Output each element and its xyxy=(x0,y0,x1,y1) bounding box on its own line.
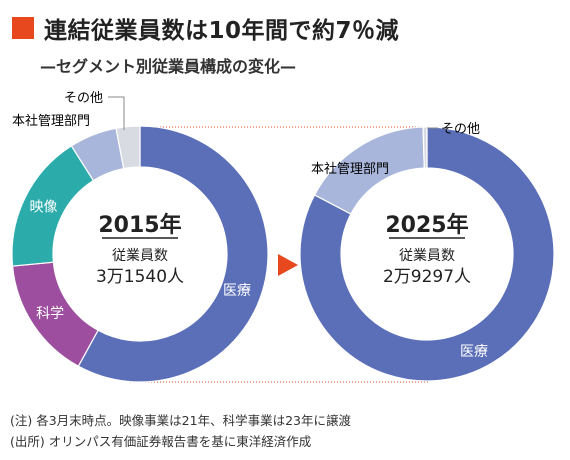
footer-note: (注) 各3月末時点。映像事業は21年、科学事業は23年に譲渡 xyxy=(10,413,351,428)
slice-medical xyxy=(77,125,269,383)
footer-source: (出所) オリンパス有価証券報告書を基に東洋経済作成 xyxy=(10,434,312,449)
center-year: 2015年 xyxy=(98,212,181,238)
label-hq-2015: 本社管理部門 xyxy=(12,113,90,129)
slice-label-imaging: 映像 xyxy=(29,200,57,216)
center-label: 従業員数 xyxy=(399,248,455,264)
center-year: 2025年 xyxy=(385,212,468,238)
center-label: 従業員数 xyxy=(112,248,168,264)
chart-title: 連結従業員数は10年間で約7％減 xyxy=(44,18,400,44)
arrow-icon xyxy=(278,254,298,276)
title-row: 連結従業員数は10年間で約7％減 xyxy=(12,14,400,44)
slice-label-medical: 医療 xyxy=(223,282,251,299)
leader-other-2015 xyxy=(108,96,125,130)
slice-medical xyxy=(299,126,555,382)
center-value: 2万9297人 xyxy=(383,267,471,287)
chart-subtitle: —セグメント別従業員構成の変化— xyxy=(40,57,297,76)
label-other-2025: その他 xyxy=(441,122,480,137)
slice-other xyxy=(422,126,428,169)
label-other-2015: その他 xyxy=(64,91,103,106)
slice-label-medical: 医療 xyxy=(460,343,488,360)
label-hq-2025: 本社管理部門 xyxy=(311,161,389,177)
center-value: 3万1540人 xyxy=(96,267,184,287)
title-marker xyxy=(12,17,34,39)
slice-label-science: 科学 xyxy=(36,306,64,322)
